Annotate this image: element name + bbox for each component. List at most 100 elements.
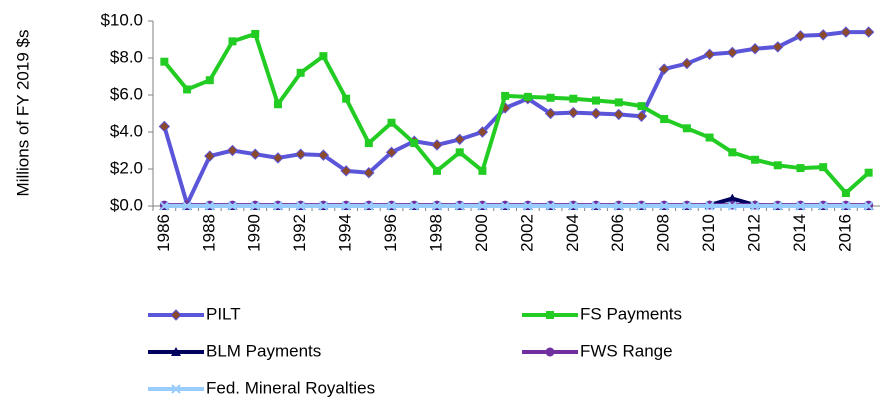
data-point	[364, 139, 373, 148]
data-point	[386, 201, 397, 211]
y-tick-label: $4.0	[110, 121, 143, 140]
data-point	[501, 91, 510, 100]
legend-label: BLM Payments	[206, 341, 321, 360]
data-point	[614, 98, 623, 107]
y-tick-label: $6.0	[110, 84, 143, 103]
x-tick-label: 2004	[563, 214, 582, 252]
data-point	[453, 133, 466, 146]
data-point	[182, 201, 192, 211]
data-point	[204, 150, 216, 162]
data-point	[590, 107, 602, 120]
data-point	[160, 57, 169, 66]
y-tick-label: $8.0	[110, 47, 143, 66]
data-point	[295, 201, 306, 211]
data-point	[591, 201, 601, 211]
data-point	[341, 201, 351, 211]
data-point	[863, 201, 874, 211]
x-tick-label: 2002	[517, 214, 536, 252]
data-point	[410, 139, 419, 148]
data-point	[637, 102, 646, 111]
data-point	[750, 201, 760, 211]
data-point	[477, 201, 488, 211]
data-point	[817, 29, 829, 41]
legend-marker	[545, 347, 555, 357]
data-point	[682, 201, 692, 211]
x-tick-label: 1994	[336, 214, 355, 252]
data-point	[794, 30, 807, 42]
x-tick-label: 1990	[245, 214, 264, 252]
data-point	[296, 68, 305, 77]
data-point	[613, 108, 625, 121]
data-point	[205, 201, 215, 211]
data-point	[385, 146, 398, 159]
legend-label: Fed. Mineral Royalties	[206, 378, 375, 397]
data-point	[272, 152, 284, 164]
data-point	[660, 115, 669, 124]
data-point	[159, 201, 170, 211]
data-point	[841, 201, 851, 211]
data-point	[841, 189, 850, 198]
data-point	[659, 201, 669, 211]
legend-label: FS Payments	[580, 304, 682, 323]
data-point	[751, 155, 760, 164]
data-point	[205, 76, 214, 85]
data-point	[523, 201, 533, 211]
data-point	[363, 166, 375, 179]
data-point	[567, 106, 580, 119]
data-point	[158, 120, 171, 133]
data-point	[249, 148, 261, 160]
data-point	[251, 29, 260, 38]
data-point	[796, 164, 805, 173]
data-point	[703, 48, 716, 61]
data-point	[431, 139, 443, 151]
data-point	[544, 107, 557, 120]
data-point	[819, 163, 828, 172]
data-point	[614, 201, 624, 211]
data-point	[432, 201, 442, 211]
data-point	[545, 201, 556, 211]
data-point	[818, 201, 828, 211]
legend-marker	[171, 384, 181, 394]
data-point	[294, 148, 307, 160]
series-line	[162, 31, 870, 196]
data-point	[840, 26, 852, 38]
legend-label: FWS Range	[580, 341, 673, 360]
data-point	[704, 201, 715, 211]
data-point	[773, 161, 782, 170]
data-point	[772, 41, 784, 53]
data-point	[726, 46, 739, 59]
data-point	[454, 201, 465, 211]
data-point	[681, 57, 693, 70]
data-point	[228, 37, 237, 46]
x-tick-label: 2000	[472, 214, 491, 252]
data-point	[636, 201, 647, 211]
data-point	[682, 124, 691, 133]
data-point	[226, 144, 239, 157]
data-point	[342, 94, 351, 103]
x-tick-label: 2008	[654, 214, 673, 252]
x-tick-label: 2012	[745, 214, 764, 252]
data-point	[273, 100, 282, 109]
data-point	[478, 166, 487, 175]
legend-label: PILT	[206, 304, 241, 323]
data-point	[728, 148, 737, 157]
data-point	[658, 63, 670, 75]
data-point	[387, 118, 396, 127]
data-point	[227, 201, 238, 211]
legend-marker	[170, 309, 182, 321]
x-tick-label: 1988	[199, 214, 218, 252]
data-point	[862, 26, 875, 38]
legend-marker	[171, 347, 181, 356]
data-point	[318, 201, 329, 211]
data-point	[864, 168, 873, 177]
data-point	[500, 201, 510, 211]
x-tick-label: 2016	[835, 214, 854, 252]
y-tick-label: $0.0	[110, 195, 143, 214]
x-tick-label: 2006	[608, 214, 627, 252]
data-point	[340, 165, 352, 177]
data-point	[592, 96, 601, 105]
data-point	[250, 201, 260, 211]
data-point	[183, 85, 192, 94]
